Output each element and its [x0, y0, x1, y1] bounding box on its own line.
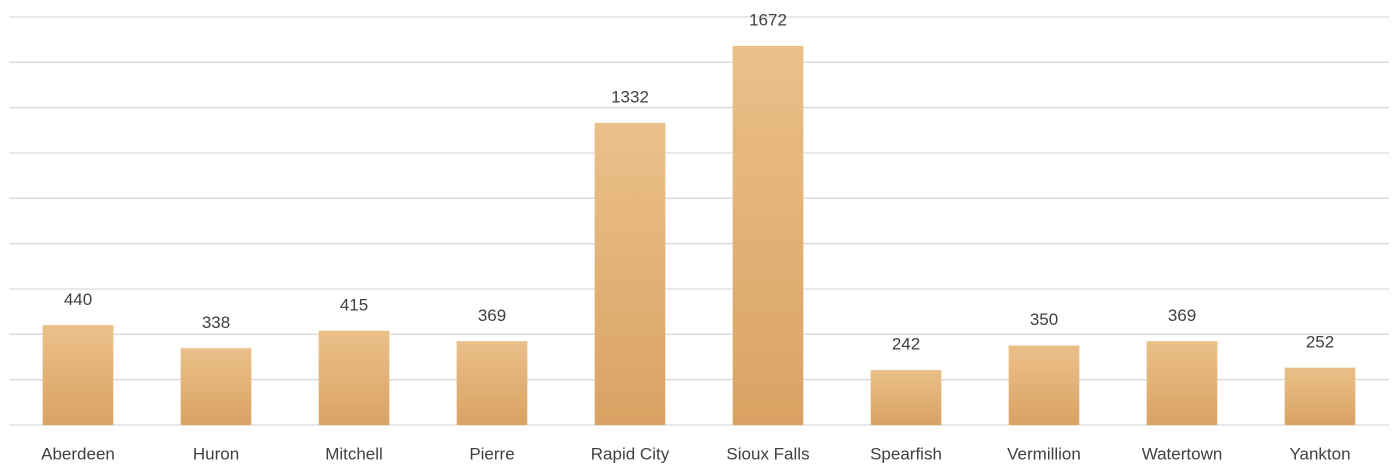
bar: [180, 347, 252, 426]
x-tick-label: Huron: [193, 444, 239, 463]
x-tick-label: Spearfish: [870, 444, 942, 463]
x-tick-label: Sioux Falls: [726, 444, 809, 463]
value-label: 252: [1306, 332, 1334, 351]
value-label: 369: [1168, 306, 1196, 325]
bar: [456, 340, 528, 426]
value-label: 350: [1030, 310, 1058, 329]
x-tick-label: Yankton: [1289, 444, 1350, 463]
x-tick-label: Pierre: [469, 444, 514, 463]
bar: [1284, 367, 1356, 426]
bar: [1146, 340, 1218, 426]
x-tick-label: Watertown: [1142, 444, 1223, 463]
bar: [1008, 345, 1080, 426]
value-label: 1672: [749, 10, 787, 29]
x-tick-label: Vermillion: [1007, 444, 1081, 463]
x-tick-label: Aberdeen: [41, 444, 115, 463]
value-label: 338: [202, 313, 230, 332]
bar: [870, 369, 942, 426]
x-tick-label: Mitchell: [325, 444, 383, 463]
value-label: 440: [64, 290, 92, 309]
bar: [732, 45, 804, 426]
value-label: 415: [340, 295, 368, 314]
bar: [318, 330, 390, 426]
value-label: 242: [892, 335, 920, 354]
bar: [42, 324, 114, 426]
x-tick-label: Rapid City: [591, 444, 670, 463]
value-label: 369: [478, 306, 506, 325]
bar: [594, 122, 666, 426]
value-label: 1332: [611, 88, 649, 107]
